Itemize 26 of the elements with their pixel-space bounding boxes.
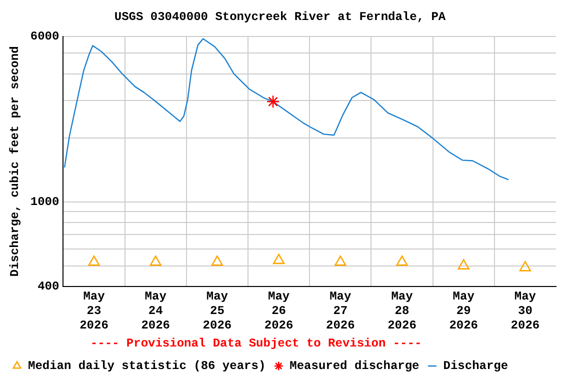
legend-label: Median daily statistic (86 years)	[28, 359, 266, 374]
x-tick-label: May 28 2026	[388, 290, 416, 332]
point	[396, 256, 408, 266]
point	[150, 256, 162, 266]
point	[272, 254, 285, 264]
x-tick-label: May 24 2026	[141, 290, 170, 332]
point	[334, 256, 346, 266]
y-tick-label: 1000	[30, 194, 60, 209]
point	[211, 256, 224, 266]
x-tick-label: May 25 2026	[202, 290, 232, 332]
point	[266, 94, 280, 108]
text: ---- Provisional Data Subject to Revision ----	[90, 336, 422, 351]
x-tick-label: May 30 2026	[510, 290, 540, 332]
y-axis-title: Discharge, cubic feet per second	[8, 46, 22, 277]
legend-label: Measured discharge	[290, 359, 420, 374]
x-tick-label: May 23 2026	[80, 290, 108, 332]
point	[88, 256, 100, 266]
x-tick-label: May 29 2026	[449, 290, 478, 332]
y-tick-label: 400	[38, 279, 60, 294]
point	[458, 259, 470, 270]
y-tick-label: 6000	[30, 29, 60, 44]
legend-label: Discharge	[443, 359, 508, 374]
point	[519, 261, 532, 272]
chart-title: USGS 03040000 Stonycreek River at Ferndale, PA	[114, 10, 446, 24]
x-tick-label: May 27 2026	[326, 290, 355, 332]
x-tick-label: May 26 2026	[264, 290, 294, 332]
